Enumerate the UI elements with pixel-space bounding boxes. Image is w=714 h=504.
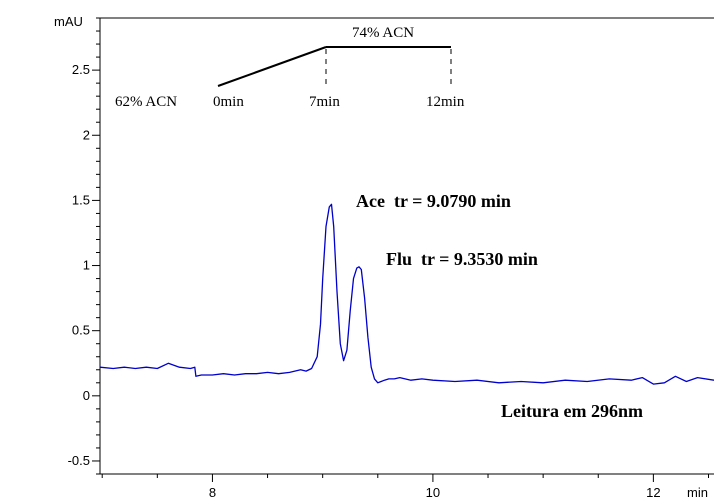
gradient-end-label: 74% ACN (352, 25, 414, 41)
y-tick-label: -0.5 (68, 453, 90, 468)
reading-wavelength-label: Leitura em 296nm (501, 401, 643, 421)
x-axis-ticks: 8 10 12 (101, 474, 709, 500)
x-tick-label: 8 (209, 485, 216, 500)
y-tick-label: 0.5 (72, 323, 90, 338)
gradient-time-label-7: 7min (309, 94, 340, 110)
gradient-start-label: 62% ACN (115, 94, 177, 110)
trace-group (99, 203, 714, 385)
y-axis-ticks: -0.5 0 0.5 1 1.5 2 2.5 (68, 17, 100, 475)
y-tick-label: 1 (83, 258, 90, 273)
chromatogram-trace (99, 203, 714, 385)
y-axis-unit-label: mAU (54, 14, 83, 29)
y-tick-label: 2.5 (72, 62, 90, 77)
peak-label-ace: Ace tr = 9.0790 min (356, 191, 511, 211)
x-tick-label: 12 (646, 485, 660, 500)
y-tick-label: 1.5 (72, 192, 90, 207)
gradient-time-label-0: 0min (213, 94, 244, 110)
gradient-time-label-12: 12min (426, 94, 465, 110)
x-axis-unit-label: min (687, 485, 708, 500)
y-tick-label: 0 (83, 388, 90, 403)
y-tick-label: 2 (83, 127, 90, 142)
gradient-program-inset: 74% ACN 62% ACN 0min 7min 12min (115, 25, 465, 110)
x-tick-label: 10 (426, 485, 440, 500)
gradient-ramp-line (217, 46, 327, 87)
peak-label-flu: Flu tr = 9.3530 min (386, 249, 538, 269)
